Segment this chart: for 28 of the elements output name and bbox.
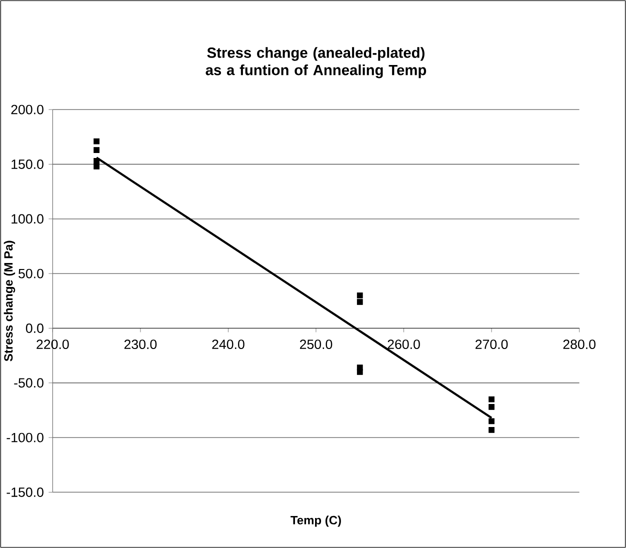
x-tick-label: 240.0: [212, 340, 244, 350]
point: [356, 369, 363, 375]
point: [94, 138, 100, 144]
point: [488, 396, 494, 402]
x-axis-title: Temp (C): [290, 516, 341, 527]
y-tick-label: -50.0: [14, 378, 44, 388]
point: [488, 404, 494, 410]
point: [356, 299, 363, 305]
y-tick-label: -100.0: [6, 432, 44, 442]
point: [488, 426, 494, 433]
x-tick-label: 250.0: [300, 340, 332, 350]
x-tick-label: 280.0: [563, 340, 596, 350]
y-tick-label: 100.0: [12, 214, 44, 224]
x-tick-label: 270.0: [476, 340, 508, 350]
x-tick-label: 230.0: [124, 340, 157, 350]
x-tick-label: 260.0: [388, 340, 420, 350]
y-tick-label: 200.0: [11, 104, 44, 114]
y-tick-label: 0.0: [26, 324, 44, 333]
point: [94, 158, 100, 164]
y-tick-label: -150.0: [6, 488, 44, 497]
chart-title: Stress change (anealed-plated) as a funtion of Annealing Temp: [206, 47, 426, 78]
y-tick-label: 150.0: [12, 160, 44, 169]
point: [488, 418, 494, 424]
y-axis-title: Stress change (M Pa): [4, 240, 16, 362]
point: [94, 163, 100, 170]
point: [356, 292, 363, 298]
point: [94, 147, 100, 153]
y-tick-label: 50.0: [18, 268, 44, 278]
